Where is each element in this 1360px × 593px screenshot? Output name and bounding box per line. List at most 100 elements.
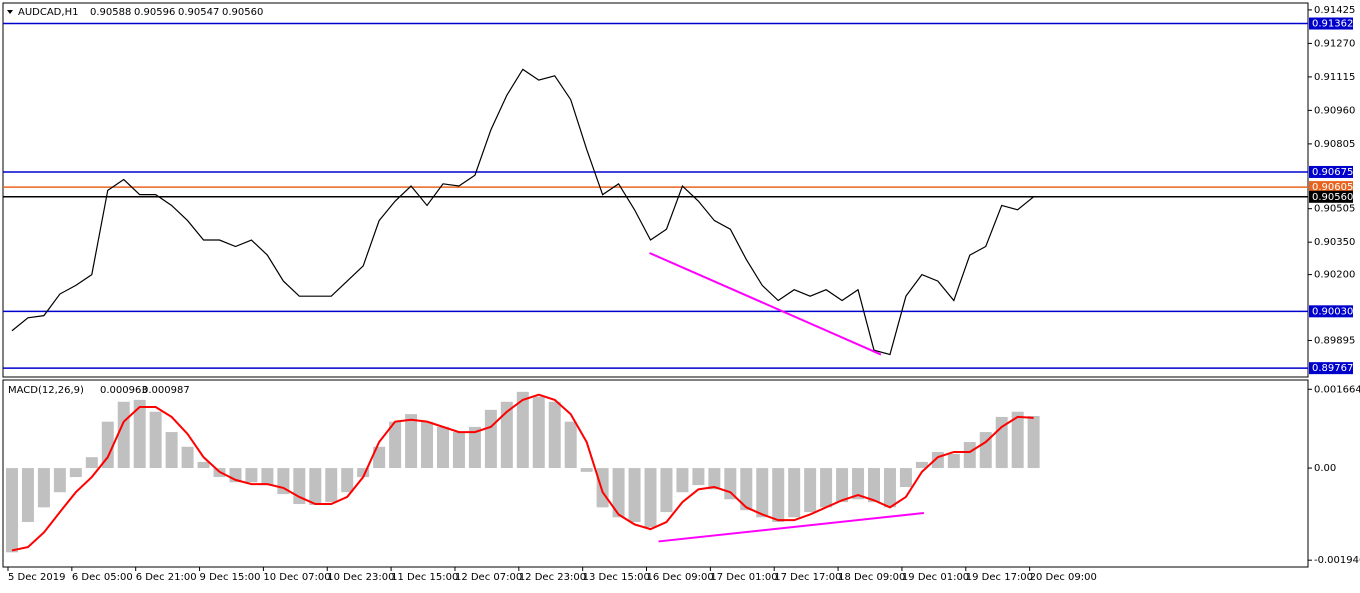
histogram-bar bbox=[852, 468, 865, 500]
menu-arrow[interactable] bbox=[7, 10, 13, 14]
histogram-bar bbox=[69, 468, 82, 478]
price-line bbox=[11, 393, 1034, 552]
histogram-bar bbox=[357, 468, 370, 478]
trendline bbox=[649, 252, 882, 356]
x-tick-label: 19 Dec 01:00 bbox=[902, 572, 969, 583]
x-tick-label: 20 Dec 09:00 bbox=[1030, 572, 1097, 583]
x-tick-label: 12 Dec 07:00 bbox=[455, 572, 522, 583]
histogram-bar bbox=[245, 468, 258, 483]
histogram-bar bbox=[468, 426, 481, 469]
y-tick-label: 0.91270 bbox=[1314, 38, 1355, 49]
histogram-bar bbox=[692, 468, 705, 486]
histogram-bar bbox=[484, 409, 497, 469]
histogram-bar bbox=[612, 468, 625, 518]
histogram-bar bbox=[660, 468, 673, 513]
level-label-box bbox=[1309, 181, 1353, 194]
histogram-bar bbox=[676, 468, 689, 493]
histogram-bar bbox=[596, 468, 609, 508]
histogram-bar bbox=[1027, 415, 1040, 469]
x-tick-label: 12 Dec 23:00 bbox=[519, 572, 586, 583]
x-tick-label: 17 Dec 17:00 bbox=[774, 572, 841, 583]
histogram-bar bbox=[867, 468, 880, 503]
histogram-bar bbox=[101, 421, 114, 469]
histogram-bar bbox=[133, 399, 146, 469]
histogram-bar bbox=[5, 468, 18, 553]
level-label-box bbox=[1309, 362, 1353, 375]
histogram-bar bbox=[628, 468, 641, 523]
histogram-bar bbox=[1011, 411, 1024, 469]
histogram-bar bbox=[405, 414, 418, 469]
indicator-title: MACD(12,26,9) bbox=[8, 385, 84, 396]
x-tick-label: 19 Dec 17:00 bbox=[966, 572, 1033, 583]
level-label-box bbox=[1309, 165, 1353, 178]
ohlc-label: 0.90560 bbox=[222, 7, 263, 18]
histogram-bar bbox=[85, 457, 98, 469]
histogram-bar bbox=[899, 468, 912, 487]
level-label: 0.89767 bbox=[1312, 363, 1353, 374]
y-tick-label: 0.00 bbox=[1314, 463, 1336, 474]
histogram-bar bbox=[500, 401, 513, 469]
histogram-bar bbox=[181, 446, 194, 469]
histogram-bar bbox=[947, 453, 960, 469]
histogram-bar bbox=[804, 468, 817, 513]
x-tick-label: 9 Dec 15:00 bbox=[200, 572, 261, 583]
histogram-bar bbox=[708, 468, 721, 490]
ohlc-label: 0.90596 bbox=[134, 7, 175, 18]
y-tick-label: 0.90960 bbox=[1314, 105, 1355, 116]
histogram-bar bbox=[373, 446, 386, 469]
y-tick-label: 0.91425 bbox=[1314, 5, 1355, 16]
level-label: 0.90605 bbox=[1312, 182, 1353, 193]
x-tick-label: 10 Dec 23:00 bbox=[327, 572, 394, 583]
level-label: 0.91362 bbox=[1312, 19, 1353, 30]
x-tick-label: 17 Dec 01:00 bbox=[710, 572, 777, 583]
histogram-bar bbox=[963, 442, 976, 469]
histogram-bar bbox=[772, 468, 785, 523]
histogram-bar bbox=[421, 421, 434, 469]
x-tick-label: 6 Dec 21:00 bbox=[136, 572, 197, 583]
main-pane-border bbox=[2, 2, 1309, 378]
histogram-bar bbox=[436, 426, 449, 469]
ohlc-label: 0.90588 bbox=[90, 7, 131, 18]
y-tick-label: 0.90350 bbox=[1314, 237, 1355, 248]
histogram-bar bbox=[740, 468, 753, 511]
level-label: 0.90560 bbox=[1312, 192, 1353, 203]
level-label-box bbox=[1309, 305, 1353, 318]
level-label-box bbox=[1309, 190, 1353, 203]
y-tick-label: 0.001664 bbox=[1314, 384, 1360, 395]
histogram-bar bbox=[197, 461, 210, 469]
histogram-bar bbox=[149, 411, 162, 469]
histogram-bar bbox=[532, 396, 545, 469]
x-tick-label: 10 Dec 07:00 bbox=[263, 572, 330, 583]
trendline bbox=[658, 512, 924, 543]
histogram-bar bbox=[37, 468, 50, 508]
histogram-bar bbox=[261, 468, 274, 486]
level-label-box bbox=[1309, 17, 1353, 30]
histogram-bar bbox=[836, 468, 849, 503]
histogram-bar bbox=[580, 468, 593, 472]
histogram-bar bbox=[325, 468, 338, 503]
y-tick-label: 0.90200 bbox=[1314, 270, 1355, 281]
histogram-bar bbox=[389, 421, 402, 469]
histogram-bar bbox=[820, 468, 833, 508]
y-tick-label: 0.89895 bbox=[1314, 335, 1355, 346]
histogram-bar bbox=[644, 468, 657, 528]
histogram-bar bbox=[21, 468, 34, 523]
x-tick-label: 16 Dec 09:00 bbox=[647, 572, 714, 583]
ohlc-label: 0.90547 bbox=[178, 7, 219, 18]
y-tick-label: 0.91115 bbox=[1314, 72, 1355, 83]
chart-title: AUDCAD,H1 bbox=[18, 7, 78, 18]
x-tick-label: 18 Dec 09:00 bbox=[838, 572, 905, 583]
y-tick-label: 0.90805 bbox=[1314, 139, 1355, 150]
histogram-bar bbox=[564, 421, 577, 469]
histogram-bar bbox=[165, 432, 178, 469]
histogram-bar bbox=[117, 401, 130, 469]
y-tick-label: -0.001946 bbox=[1314, 555, 1360, 566]
histogram-bar bbox=[53, 468, 66, 493]
histogram-bar bbox=[788, 468, 801, 518]
histogram-bar bbox=[979, 432, 992, 469]
indicator-value: 0.000963 bbox=[100, 385, 148, 396]
x-tick-label: 13 Dec 15:00 bbox=[583, 572, 650, 583]
histogram-bar bbox=[756, 468, 769, 518]
price-line bbox=[11, 68, 1035, 356]
